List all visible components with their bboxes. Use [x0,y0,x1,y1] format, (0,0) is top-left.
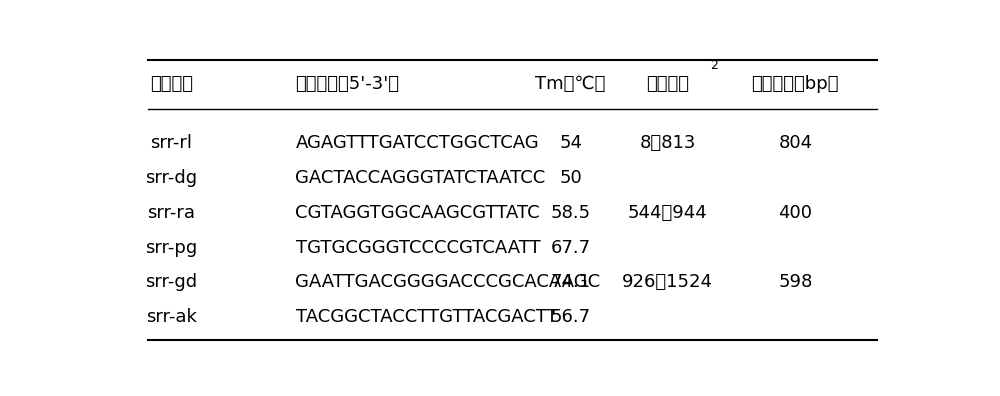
Text: 8～813: 8～813 [639,134,696,152]
Text: 598: 598 [778,273,813,291]
Text: 67.7: 67.7 [551,238,591,257]
Text: 74.1: 74.1 [551,273,591,291]
Text: 产物大小（bp）: 产物大小（bp） [752,75,839,93]
Text: 引物名称: 引物名称 [150,75,193,93]
Text: AGAGTTTGATCCTGGCTCAG: AGAGTTTGATCCTGGCTCAG [296,134,539,152]
Text: srr-rl: srr-rl [150,134,192,152]
Text: TGTGCGGGTCCCCGTCAATT: TGTGCGGGTCCCCGTCAATT [296,238,540,257]
Text: 58.5: 58.5 [551,204,591,222]
Text: srr-pg: srr-pg [145,238,198,257]
Text: 2: 2 [710,59,718,72]
Text: srr-gd: srr-gd [145,273,198,291]
Text: GACTACCAGGGTATCTAATCC: GACTACCAGGGTATCTAATCC [296,169,546,187]
Text: Tm（℃）: Tm（℃） [535,75,606,93]
Text: 400: 400 [778,204,812,222]
Text: srr-ra: srr-ra [148,204,196,222]
Text: 926～1524: 926～1524 [622,273,713,291]
Text: TACGGCTACCTTGTTACGACTT: TACGGCTACCTTGTTACGACTT [296,308,557,326]
Text: CGTAGGTGGCAAGCGTTATC: CGTAGGTGGCAAGCGTTATC [296,204,540,222]
Text: 54: 54 [559,134,582,152]
Text: srr-dg: srr-dg [145,169,198,187]
Text: 804: 804 [778,134,812,152]
Text: 引物序列（5'-3'）: 引物序列（5'-3'） [296,75,400,93]
Text: 544～944: 544～944 [628,204,707,222]
Text: 扩增区域: 扩增区域 [646,75,689,93]
Text: srr-ak: srr-ak [146,308,197,326]
Text: 56.7: 56.7 [551,308,591,326]
Text: 50: 50 [559,169,582,187]
Text: GAATTGACGGGGACCCGCACAAGC: GAATTGACGGGGACCCGCACAAGC [296,273,601,291]
